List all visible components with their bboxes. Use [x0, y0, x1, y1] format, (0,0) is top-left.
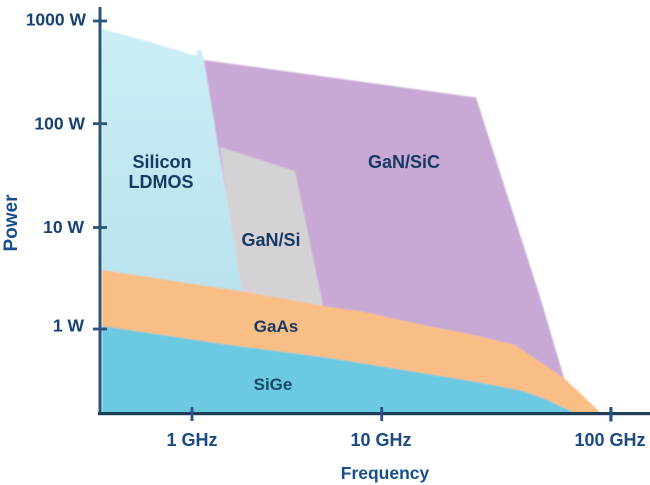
- svg-text:1 W: 1 W: [53, 316, 85, 336]
- svg-text:LDMOS: LDMOS: [129, 172, 194, 192]
- svg-text:100 W: 100 W: [34, 114, 85, 134]
- svg-text:10 GHz: 10 GHz: [350, 430, 411, 450]
- svg-text:100 GHz: 100 GHz: [574, 430, 645, 450]
- svg-text:10 W: 10 W: [43, 217, 84, 237]
- svg-text:1 GHz: 1 GHz: [166, 430, 217, 450]
- svg-text:GaN/Si: GaN/Si: [241, 230, 300, 250]
- svg-text:SiGe: SiGe: [254, 375, 293, 394]
- svg-text:1000 W: 1000 W: [26, 10, 87, 30]
- svg-text:Frequency: Frequency: [341, 463, 430, 483]
- svg-text:Power: Power: [1, 194, 22, 252]
- svg-text:Silicon: Silicon: [132, 152, 191, 172]
- svg-text:GaN/SiC: GaN/SiC: [368, 152, 440, 172]
- svg-text:GaAs: GaAs: [254, 317, 298, 336]
